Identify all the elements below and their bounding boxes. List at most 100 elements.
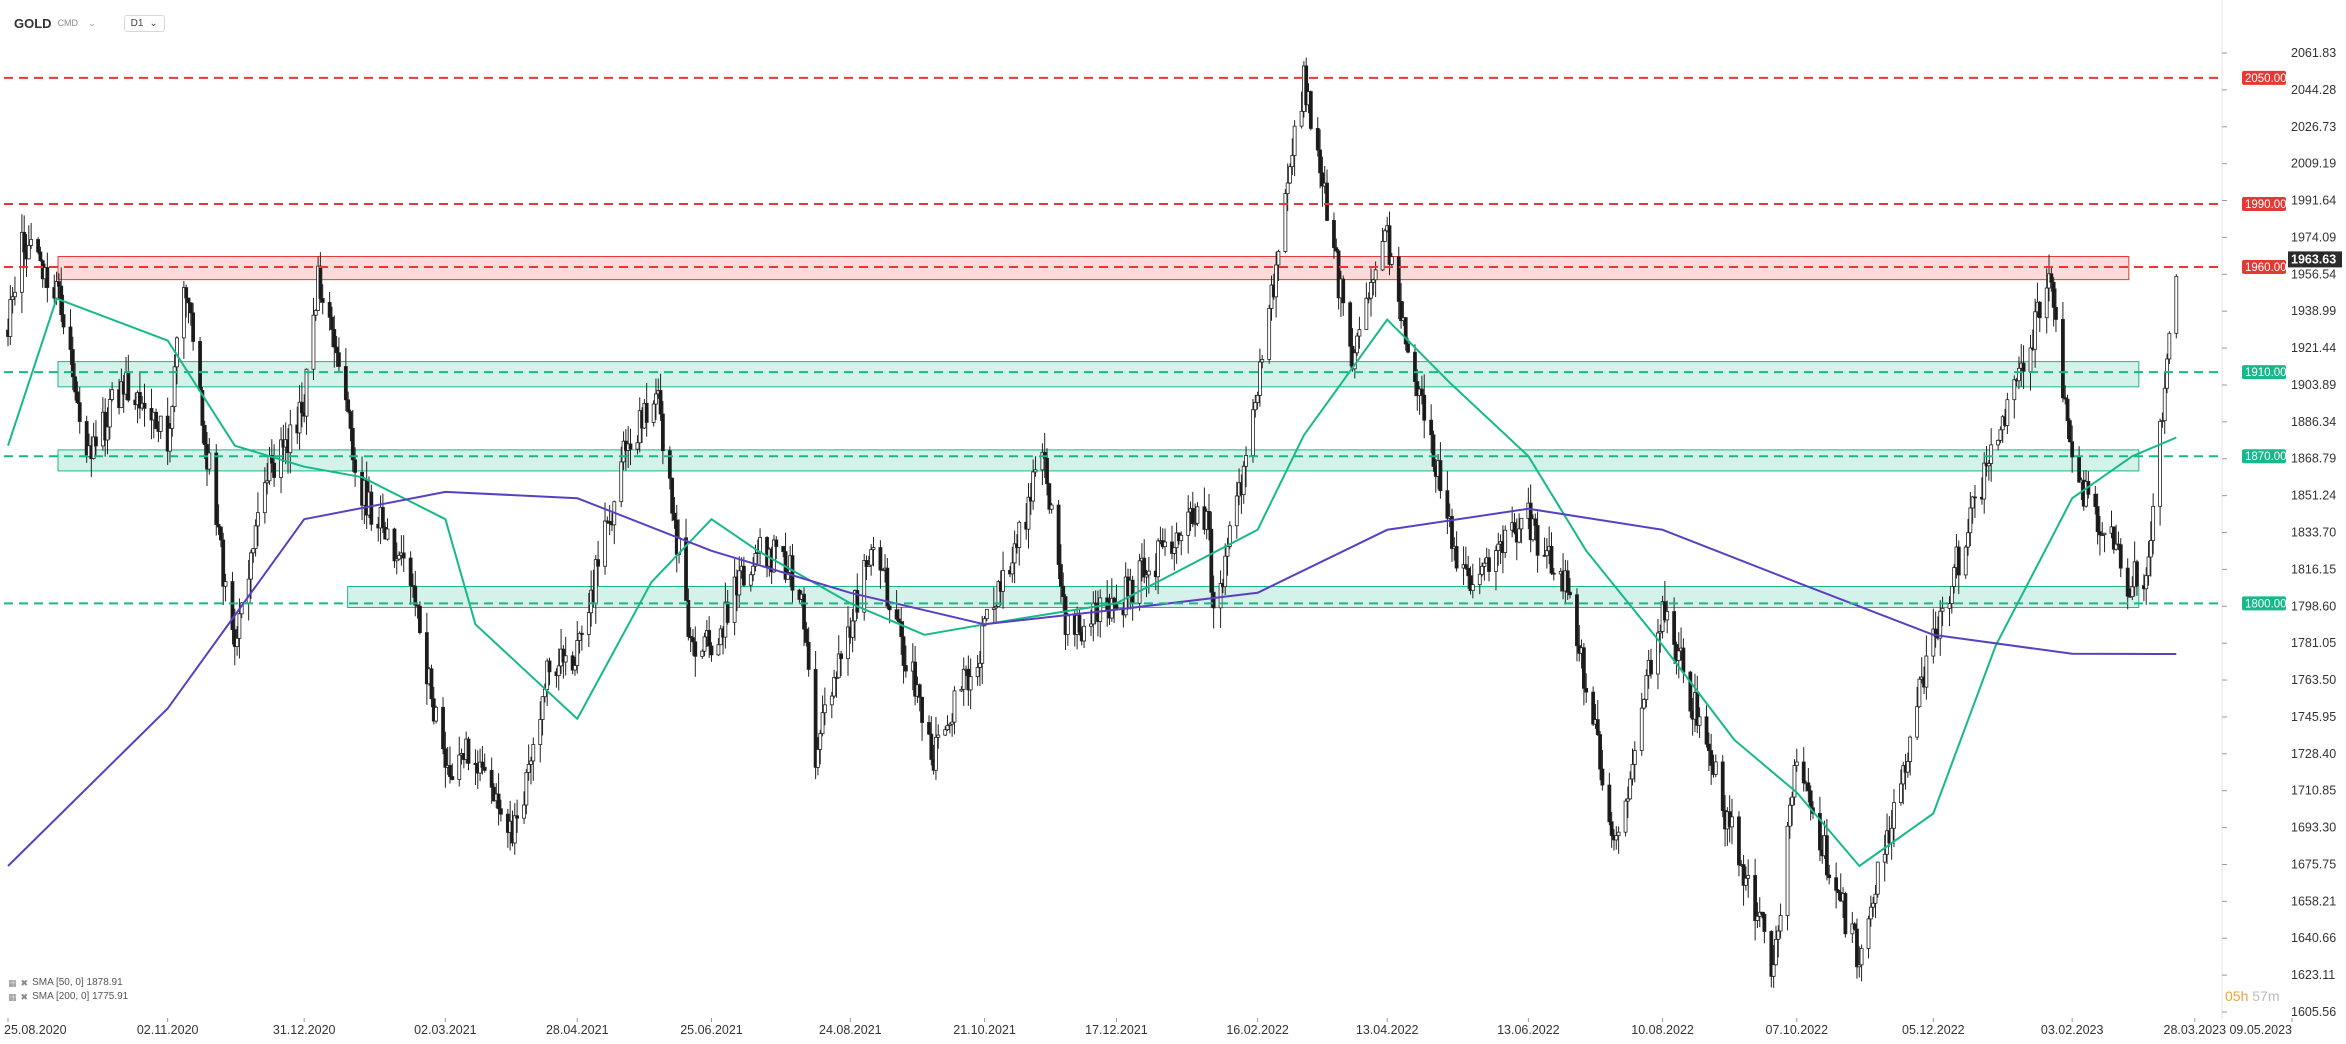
legend-sma50[interactable]: ▦ ✖ SMA [50, 0] 1878.91 bbox=[8, 976, 128, 990]
x-tick-label: 28.03.2023 bbox=[2164, 1023, 2227, 1037]
candle-body bbox=[1082, 625, 1086, 642]
settings-icon[interactable]: ▦ bbox=[8, 978, 17, 988]
candle-body bbox=[1778, 915, 1783, 932]
candle-body bbox=[1616, 831, 1621, 836]
candle-body bbox=[1801, 761, 1806, 784]
candle-countdown: 05h 57m bbox=[2225, 988, 2279, 1004]
chevron-down-icon: ⌄ bbox=[149, 17, 158, 29]
candle-body bbox=[184, 287, 189, 299]
candle-body bbox=[216, 524, 221, 528]
candle-body bbox=[1355, 335, 1360, 354]
candle-body bbox=[1255, 395, 1260, 403]
candle-body bbox=[2102, 532, 2107, 535]
candle-body bbox=[920, 696, 924, 723]
candle-body bbox=[353, 459, 358, 473]
candle-body bbox=[450, 776, 455, 780]
candle-body bbox=[1288, 166, 1292, 184]
candle-body bbox=[2017, 367, 2021, 382]
candle-body bbox=[1276, 251, 1281, 266]
candle-body bbox=[737, 570, 742, 596]
candle-body bbox=[899, 621, 904, 638]
settings-icon[interactable]: ▦ bbox=[8, 992, 17, 1002]
candle-body bbox=[138, 392, 142, 409]
candle-body bbox=[1396, 256, 1401, 302]
candle-body bbox=[330, 316, 334, 330]
candle-body bbox=[1056, 504, 1061, 565]
candle-body bbox=[1065, 615, 1070, 635]
candle-body bbox=[570, 655, 575, 671]
candle-body bbox=[950, 721, 955, 725]
candle-body bbox=[249, 552, 253, 580]
candle-body bbox=[1137, 560, 1142, 604]
symbol-toolbar: GOLD CMD ⌄ D1 ⌄ bbox=[14, 12, 165, 34]
candle-body bbox=[457, 754, 462, 780]
candle-body bbox=[2160, 420, 2165, 422]
candle-body bbox=[1399, 301, 1403, 322]
candle-body bbox=[651, 403, 656, 423]
candle-body bbox=[575, 640, 580, 666]
candle-body bbox=[839, 653, 843, 659]
close-icon[interactable]: ✖ bbox=[20, 992, 29, 1002]
sma200-line[interactable] bbox=[7, 490, 2177, 867]
candle-body bbox=[221, 539, 226, 587]
candle-body bbox=[1952, 567, 1957, 587]
sma50-label: SMA [50, 0] 1878.91 bbox=[32, 977, 123, 988]
candle-body bbox=[959, 688, 964, 692]
candle-body bbox=[596, 559, 600, 567]
support-zone[interactable] bbox=[57, 361, 2140, 388]
candle-body bbox=[691, 637, 695, 643]
candle-body bbox=[1315, 128, 1320, 151]
candles-layer bbox=[6, 57, 2179, 988]
candle-body bbox=[994, 606, 999, 609]
candle-body bbox=[1225, 546, 1230, 557]
chevron-down-icon[interactable]: ⌄ bbox=[88, 17, 96, 28]
candle-body bbox=[2135, 561, 2139, 587]
candle-body bbox=[1986, 463, 1991, 467]
candle-body bbox=[1632, 750, 1637, 765]
candle-body bbox=[1868, 906, 1873, 920]
candle-body bbox=[1186, 511, 1191, 536]
candle-body bbox=[2051, 281, 2056, 308]
candle-body bbox=[415, 604, 420, 607]
candle-body bbox=[1720, 761, 1725, 811]
candle-body bbox=[1753, 875, 1758, 921]
candle-body bbox=[1487, 557, 1491, 572]
candle-body bbox=[975, 667, 980, 677]
candle-body bbox=[256, 512, 260, 527]
resistance-zone[interactable] bbox=[57, 256, 2130, 281]
legend-sma200[interactable]: ▦ ✖ SMA [200, 0] 1775.91 bbox=[8, 990, 128, 1004]
candle-body bbox=[1357, 329, 1362, 337]
candle-body bbox=[2148, 540, 2153, 558]
support-zone[interactable] bbox=[57, 449, 2140, 472]
candle-body bbox=[13, 291, 17, 298]
candle-body bbox=[1649, 659, 1653, 675]
candle-body bbox=[670, 477, 675, 514]
candle-body bbox=[313, 310, 318, 316]
candle-body bbox=[1938, 610, 1943, 639]
candle-body bbox=[1889, 827, 1894, 844]
support-zone[interactable] bbox=[347, 586, 2140, 609]
candle-body bbox=[343, 366, 348, 401]
candle-body bbox=[894, 609, 899, 620]
timeframe-select[interactable]: D1 ⌄ bbox=[123, 14, 165, 32]
candle-body bbox=[1267, 308, 1272, 360]
close-icon[interactable]: ✖ bbox=[20, 978, 29, 988]
level-tag-text: 2050.00 bbox=[2245, 73, 2287, 85]
candle-body bbox=[1533, 518, 1538, 526]
candle-body bbox=[1389, 256, 1394, 265]
candle-body bbox=[489, 769, 494, 788]
candle-body bbox=[172, 366, 177, 407]
candle-body bbox=[1790, 796, 1795, 806]
y-tick-label: 1974.09 bbox=[2291, 230, 2336, 244]
candle-body bbox=[1431, 434, 1436, 467]
candle-body bbox=[846, 626, 850, 659]
level-tag-text: 1990.00 bbox=[2245, 199, 2287, 211]
candle-body bbox=[684, 537, 688, 601]
candle-body bbox=[1382, 230, 1387, 242]
symbol-name[interactable]: GOLD bbox=[14, 15, 52, 31]
candle-body bbox=[818, 733, 823, 750]
candle-body bbox=[385, 528, 390, 540]
candle-body bbox=[1454, 546, 1459, 569]
